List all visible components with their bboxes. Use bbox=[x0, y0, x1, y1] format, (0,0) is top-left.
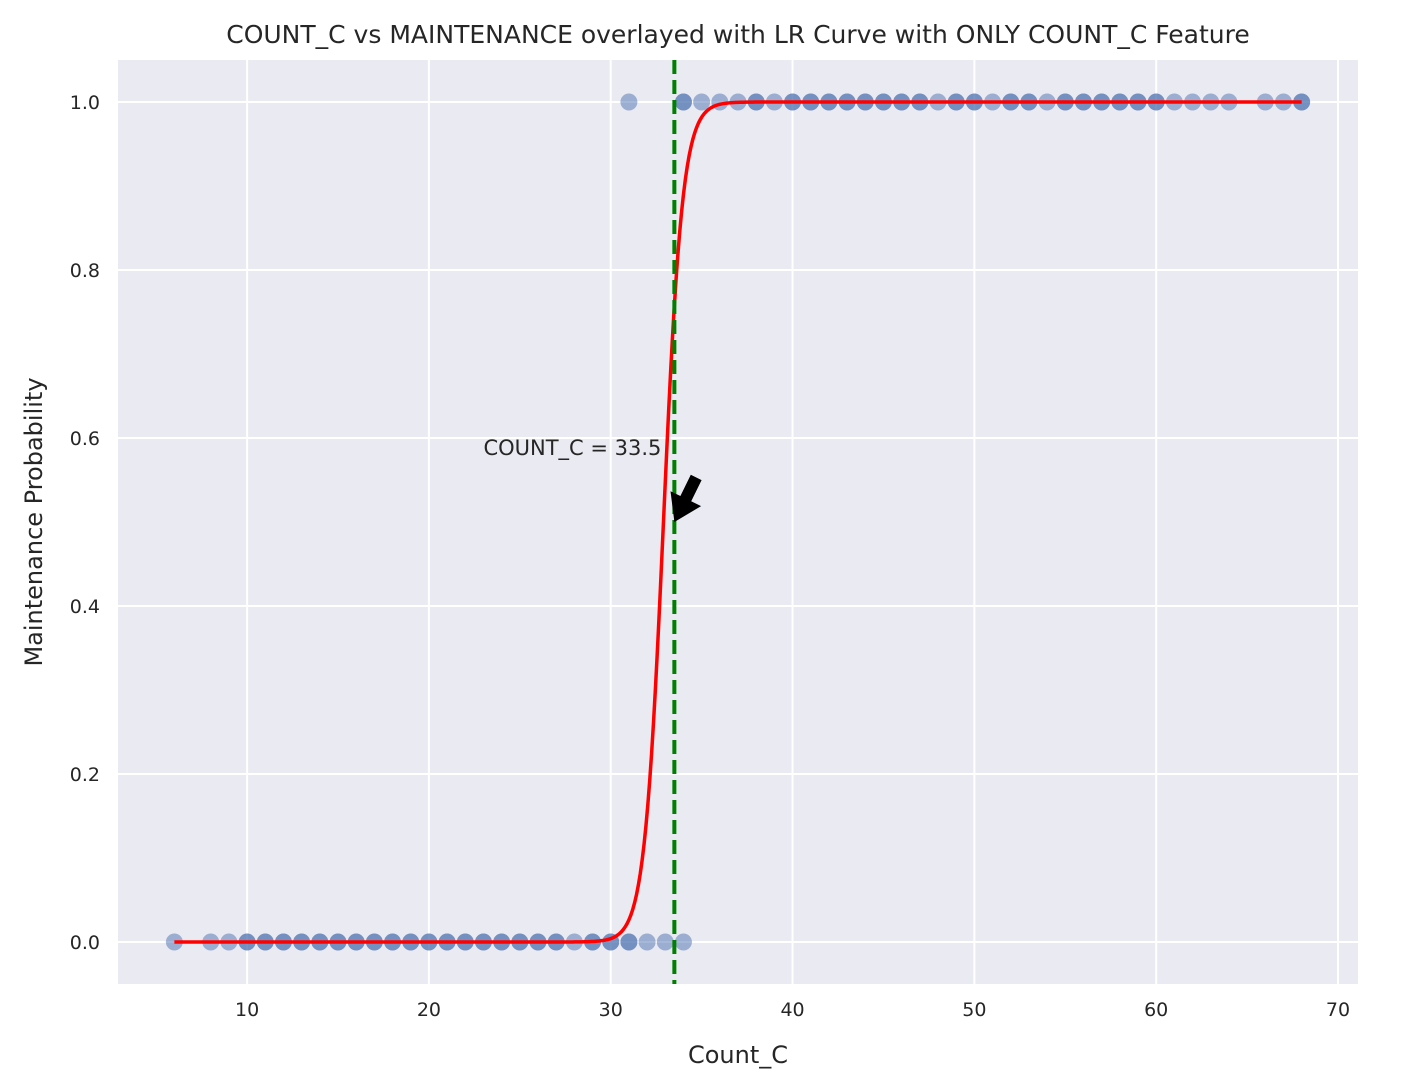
chart-title: COUNT_C vs MAINTENANCE overlayed with LR… bbox=[226, 20, 1250, 49]
scatter-point bbox=[620, 933, 638, 951]
x-tick-label: 10 bbox=[235, 999, 259, 1021]
y-axis-label: Maintenance Probability bbox=[20, 377, 48, 666]
scatter-point bbox=[656, 933, 674, 951]
x-tick-label: 50 bbox=[962, 999, 986, 1021]
annotation-text: COUNT_C = 33.5 bbox=[483, 436, 661, 461]
x-tick-label: 30 bbox=[599, 999, 623, 1021]
x-tick-label: 60 bbox=[1144, 999, 1168, 1021]
scatter-point bbox=[638, 933, 656, 951]
y-tick-label: 0.0 bbox=[70, 932, 100, 954]
plot-area bbox=[118, 60, 1358, 984]
y-ticks: 0.0 0.2 0.4 0.6 0.8 1.0 bbox=[70, 92, 100, 954]
y-tick-label: 0.8 bbox=[70, 260, 100, 282]
scatter-point bbox=[674, 93, 692, 111]
scatter-point bbox=[693, 93, 711, 111]
annotation-arrow bbox=[670, 474, 702, 522]
y-tick-label: 0.2 bbox=[70, 764, 100, 786]
lr-curve-line bbox=[174, 100, 1302, 944]
x-ticks: 10 20 30 40 50 60 70 bbox=[235, 999, 1350, 1021]
y-tick-label: 1.0 bbox=[70, 92, 100, 114]
y-tick-label: 0.6 bbox=[70, 428, 100, 450]
annotation: COUNT_C = 33.5 bbox=[483, 436, 702, 522]
scatter-point bbox=[674, 933, 692, 951]
x-tick-label: 70 bbox=[1326, 999, 1350, 1021]
x-axis-label: Count_C bbox=[688, 1041, 788, 1069]
scatter-point bbox=[620, 93, 638, 111]
y-tick-label: 0.4 bbox=[70, 596, 100, 618]
x-tick-label: 40 bbox=[780, 999, 804, 1021]
x-tick-label: 20 bbox=[417, 999, 441, 1021]
